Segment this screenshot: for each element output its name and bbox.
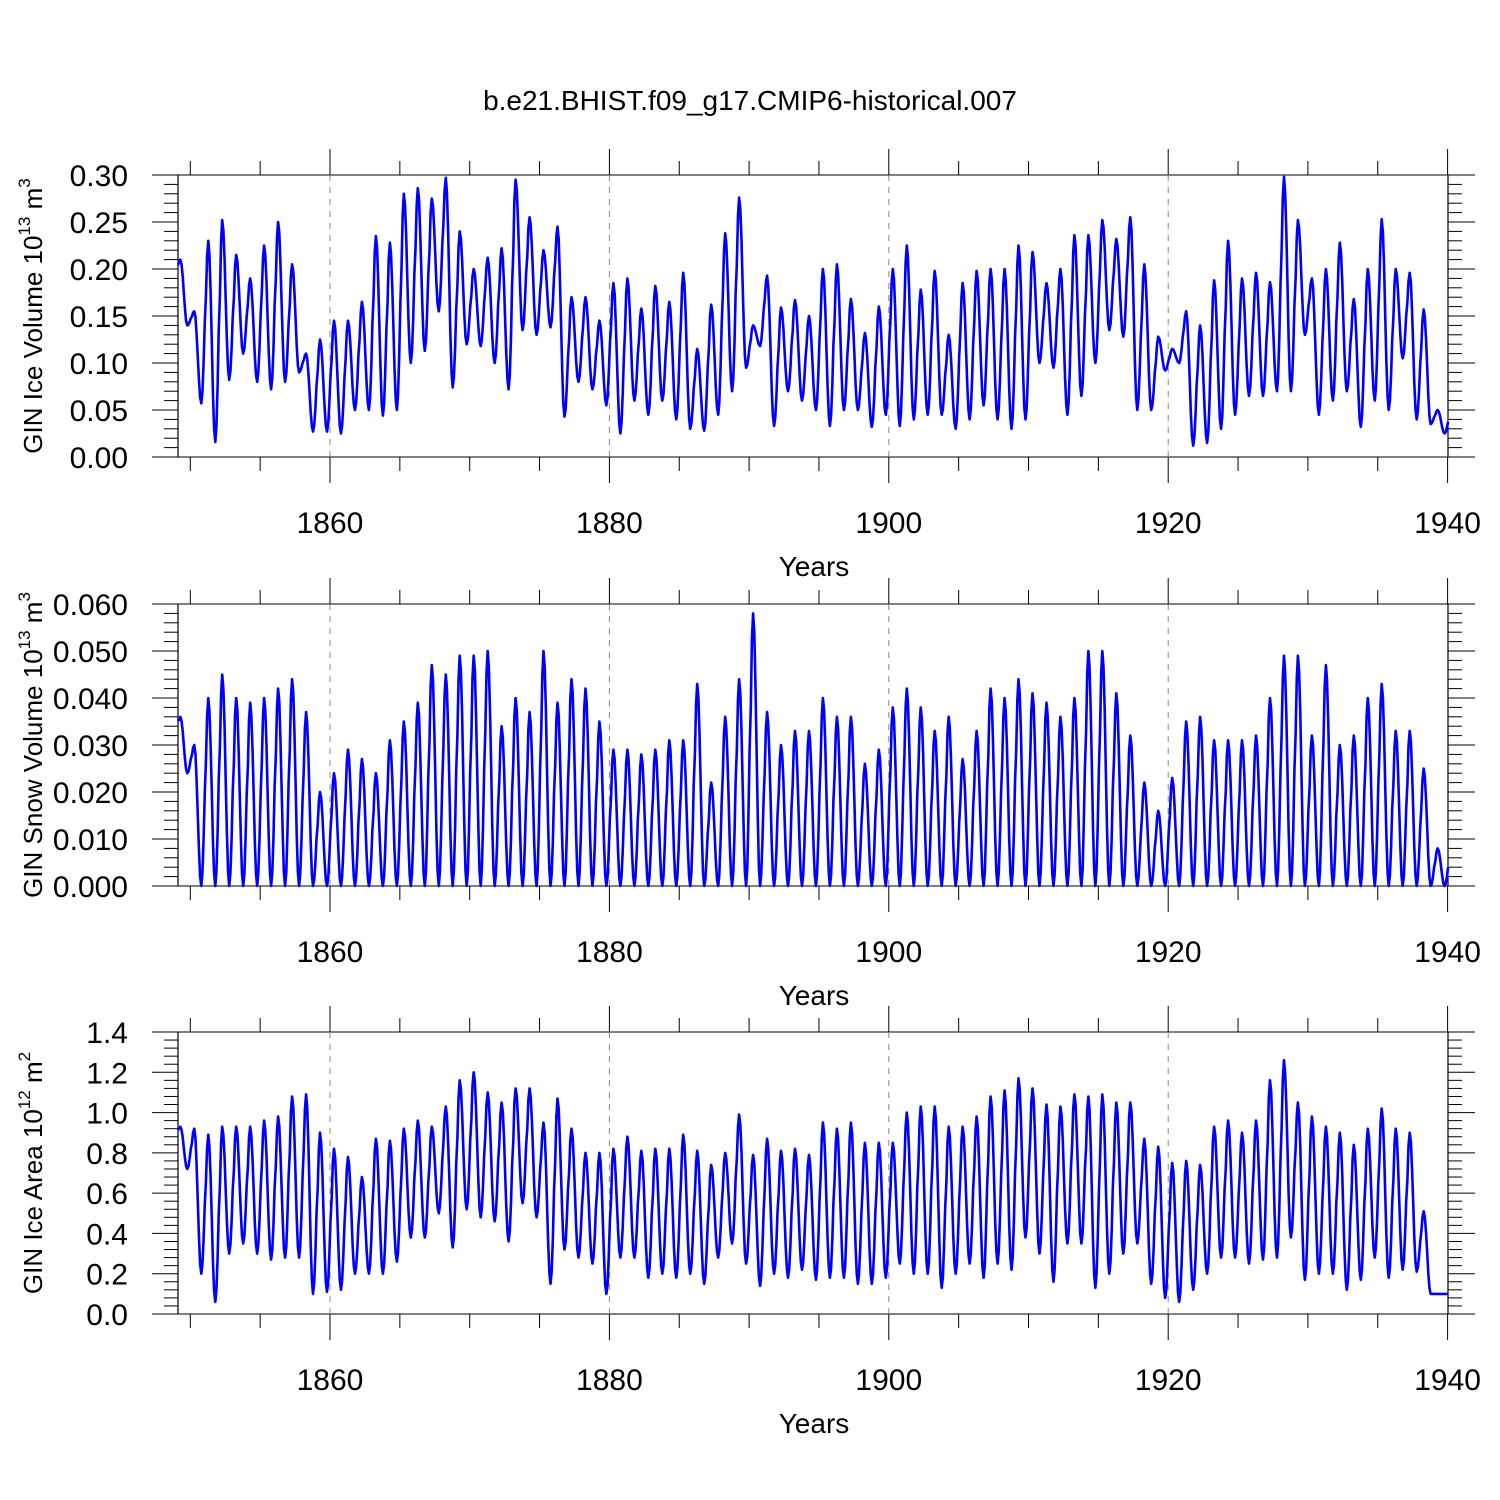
y-tick-label: 0.050 [53, 636, 128, 669]
y-axis-label-main: GIN Snow Volume 10 [18, 649, 48, 898]
y-tick-label: 0.6 [86, 1178, 128, 1211]
y-tick-label: 0.040 [53, 683, 128, 716]
x-tick-label: 1940 [1414, 507, 1481, 540]
x-tick-label: 1940 [1414, 1364, 1481, 1397]
y-axis-label: GIN Ice Area 1012 m2 [15, 1052, 48, 1294]
y-tick-label: 0.20 [70, 254, 128, 287]
panel-ice-area: 1860 1880 1900 1920 1940 0.0 0.2 0.4 0.6 0.8 1.0 1.… [15, 1006, 1481, 1439]
x-tick-label: 1880 [576, 1364, 643, 1397]
y-tick-label: 0.00 [70, 442, 128, 475]
panel-snow-volume: 1860 1880 1900 1920 1940 0.000 0.010 0.020 0.030… [15, 578, 1481, 1011]
y-tick-label: 0.25 [70, 207, 128, 240]
y-tick-label: 0.020 [53, 777, 128, 810]
x-tick-label: 1920 [1135, 1364, 1202, 1397]
chart-title: b.e21.BHIST.f09_g17.CMIP6-historical.007 [483, 85, 1017, 116]
y-axis-label-unit: m [18, 1061, 48, 1090]
y-tick-label: 0.05 [70, 395, 128, 428]
x-tick-label: 1920 [1135, 507, 1202, 540]
y-axis-label-main: GIN Ice Volume 10 [18, 236, 48, 454]
x-axis-label: Years [779, 980, 850, 1011]
x-tick-label: 1940 [1414, 936, 1481, 969]
y-axis-label-main: GIN Ice Area 10 [18, 1109, 48, 1294]
y-axis-label-unit-exponent: 3 [15, 178, 34, 187]
x-tick-label: 1860 [297, 936, 364, 969]
y-tick-label: 0.15 [70, 301, 128, 334]
y-tick-label: 0.2 [86, 1259, 128, 1292]
y-axis-label: GIN Ice Volume 1013 m3 [15, 178, 48, 454]
x-tick-label: 1900 [855, 507, 922, 540]
y-tick-label: 0.30 [70, 160, 128, 193]
y-axis-label-exponent: 12 [15, 1090, 34, 1109]
y-tick-label: 0.060 [53, 589, 128, 622]
y-axis-label-unit-exponent: 3 [15, 592, 34, 601]
y-axis-label-unit: m [18, 602, 48, 631]
y-tick-label: 0.000 [53, 871, 128, 904]
y-tick-label: 0.010 [53, 824, 128, 857]
y-tick-label: 1.4 [86, 1017, 128, 1050]
series-line [176, 175, 1450, 448]
x-tick-label: 1880 [576, 936, 643, 969]
y-tick-label: 1.0 [86, 1098, 128, 1131]
x-tick-label: 1920 [1135, 936, 1202, 969]
x-axis-label: Years [779, 1408, 850, 1439]
x-tick-label: 1900 [855, 936, 922, 969]
y-axis-label: GIN Snow Volume 1013 m3 [15, 592, 48, 898]
panel-ice-volume: 1860 1880 1900 1920 1940 0.00 0.05 0.10 0.15 0.20… [15, 149, 1481, 582]
y-tick-label: 0.030 [53, 730, 128, 763]
x-axis-label: Years [779, 551, 850, 582]
x-tick-label: 1860 [297, 1364, 364, 1397]
y-tick-label: 1.2 [86, 1057, 128, 1090]
y-tick-label: 0.4 [86, 1218, 128, 1251]
series-line [176, 1058, 1449, 1304]
x-tick-label: 1880 [576, 507, 643, 540]
y-axis-label-exponent: 13 [15, 630, 34, 649]
x-tick-label: 1860 [297, 507, 364, 540]
y-axis-label-exponent: 13 [15, 217, 34, 236]
y-tick-label: 0.10 [70, 348, 128, 381]
y-axis-label-unit: m [18, 188, 48, 217]
series-line [176, 612, 1450, 888]
y-tick-label: 0.0 [86, 1299, 128, 1332]
y-tick-label: 0.8 [86, 1138, 128, 1171]
y-axis-label-unit-exponent: 2 [15, 1052, 34, 1061]
x-tick-label: 1900 [855, 1364, 922, 1397]
